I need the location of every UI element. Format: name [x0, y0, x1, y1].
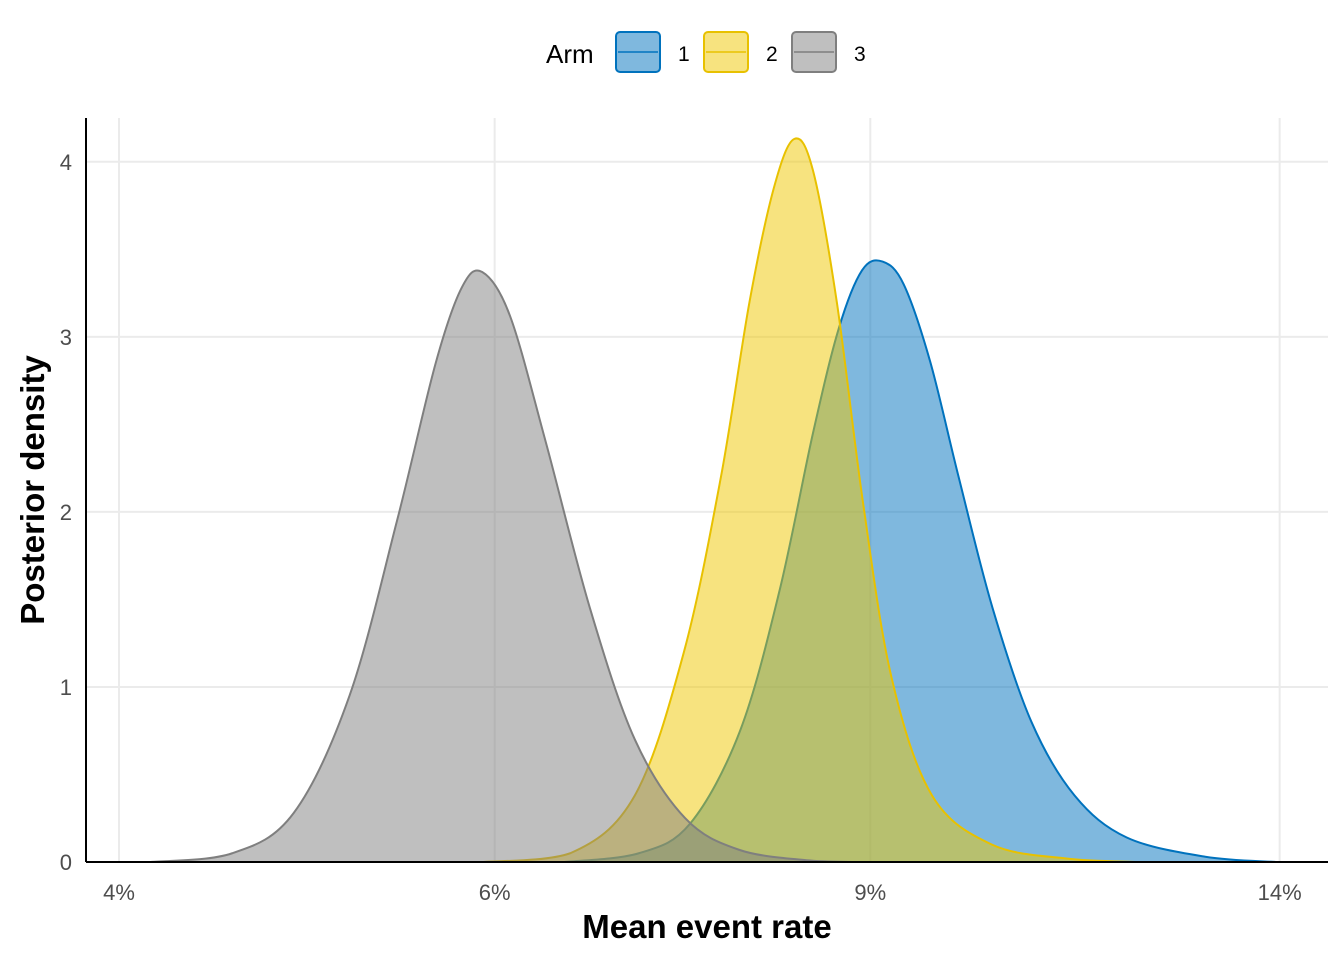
- legend-title: Arm: [546, 39, 594, 69]
- density-area-arm-3: [150, 269, 855, 863]
- x-tick-label: 6%: [479, 880, 511, 905]
- y-tick-label: 3: [60, 325, 72, 350]
- legend-label-arm-1: 1: [678, 43, 690, 66]
- density-areas: [150, 137, 1276, 863]
- tick-labels: 4% 6% 9% 14% 0 1 2 3 4: [60, 150, 1302, 905]
- axes: [85, 118, 1328, 863]
- y-tick-label: 2: [60, 500, 72, 525]
- x-axis-title: Mean event rate: [582, 908, 831, 945]
- x-tick-label: 9%: [854, 880, 886, 905]
- legend-items: 1 2 3: [615, 31, 866, 73]
- y-tick-label: 0: [60, 850, 72, 875]
- density-area-arm-2: [482, 137, 1137, 863]
- y-tick-label: 1: [60, 675, 72, 700]
- y-tick-label: 4: [60, 150, 72, 175]
- x-tick-label: 14%: [1258, 880, 1302, 905]
- x-tick-label: 4%: [103, 880, 135, 905]
- y-axis-title: Posterior density: [14, 355, 51, 625]
- legend-label-arm-3: 3: [854, 43, 866, 66]
- legend-label-arm-2: 2: [766, 43, 778, 66]
- legend: Arm 1 2 3: [546, 31, 866, 73]
